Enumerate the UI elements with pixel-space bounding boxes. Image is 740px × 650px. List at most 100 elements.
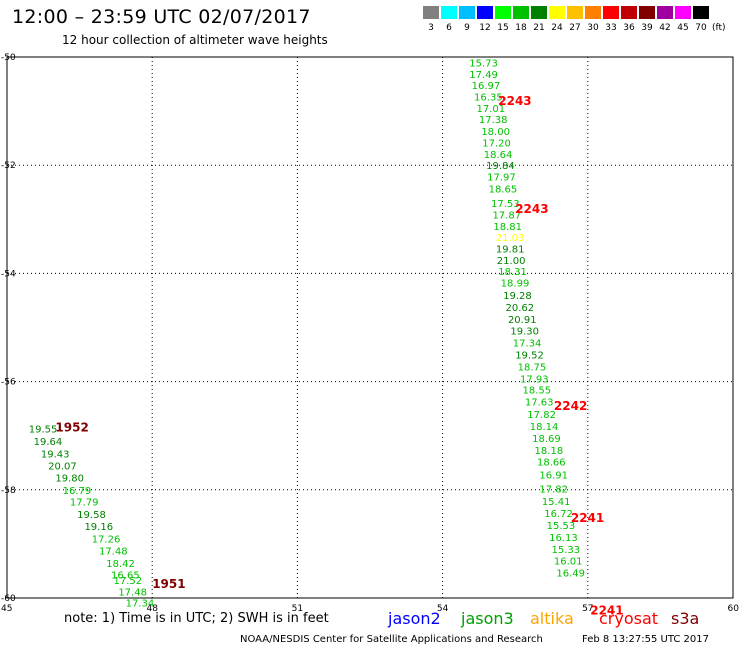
legend-label: 18 <box>515 23 527 33</box>
legend-swatch <box>459 6 475 19</box>
credit-text: NOAA/NESDIS Center for Satellite Applica… <box>240 634 543 645</box>
pass-labels: 1952 1951 2243 2243 2242 2241 2241 <box>55 94 623 618</box>
wave-height-value: 17.82 <box>539 485 568 496</box>
wave-height-value: 16.01 <box>554 557 583 568</box>
page-subtitle: 12 hour collection of altimeter wave hei… <box>62 33 328 47</box>
pass-time-label: 2241 <box>571 511 604 525</box>
wave-height-value: 16.13 <box>549 533 578 544</box>
wave-height-value: 18.69 <box>532 434 561 445</box>
longitude-tick-label: 54 <box>437 604 449 614</box>
map-grid <box>7 57 733 598</box>
wave-height-value: 21.03 <box>496 233 525 244</box>
wave-height-value: 18.14 <box>530 422 559 433</box>
wave-height-value: 16.35 <box>474 92 503 103</box>
wave-height-value: 16.49 <box>556 569 585 580</box>
legend-swatch <box>441 6 457 19</box>
legend-unit: (ft) <box>712 23 726 33</box>
legend-label: 42 <box>659 23 671 33</box>
pass-time-label: 2243 <box>515 202 548 216</box>
wave-height-value: 20.07 <box>48 461 77 472</box>
latitude-tick-label: -60 <box>1 594 16 604</box>
wave-height-value: 19.58 <box>77 510 106 521</box>
latitude-tick-label: -58 <box>1 486 16 496</box>
legend-label: 33 <box>605 23 617 33</box>
pass-time-label: 1951 <box>152 577 185 591</box>
wave-height-value: 18.64 <box>484 150 513 161</box>
legend-swatch <box>603 6 619 19</box>
legend-swatch <box>675 6 691 19</box>
latitude-labels: -50 -52 -54 -56 -58 -60 <box>1 53 16 604</box>
wave-height-value: 19.16 <box>84 522 113 533</box>
legend-label: 36 <box>623 23 635 33</box>
wave-height-value: 15.53 <box>547 521 576 532</box>
mission-label: jason3 <box>461 609 514 628</box>
wave-height-value: 17.63 <box>525 398 554 409</box>
wave-height-value: 18.66 <box>537 458 566 469</box>
latitude-tick-label: -56 <box>1 378 16 388</box>
legend-swatch <box>639 6 655 19</box>
wave-height-value: 16.91 <box>539 471 568 482</box>
wave-height-value: 18.42 <box>106 559 135 570</box>
longitude-tick-label: 51 <box>292 604 303 614</box>
legend-swatch <box>513 6 529 19</box>
wave-height-value: 17.48 <box>99 546 128 557</box>
legend-label: 24 <box>551 23 563 33</box>
wave-height-value: 19.55 <box>29 425 58 436</box>
mission-label: jason2 <box>388 609 441 628</box>
wave-height-value: 15.41 <box>542 497 571 508</box>
wave-height-value: 19.64 <box>34 437 63 448</box>
footer-note: note: 1) Time is in UTC; 2) SWH is in fe… <box>64 611 329 626</box>
legend-swatch <box>477 6 493 19</box>
legend-swatch <box>531 6 547 19</box>
longitude-labels: 45 48 51 54 57 60 <box>1 604 739 614</box>
wave-height-value: 17.01 <box>476 104 505 115</box>
wave-height-value: 15.73 <box>469 58 498 69</box>
legend-label: 30 <box>587 23 599 33</box>
wave-height-value: 17.48 <box>118 588 147 599</box>
wave-height-value: 17.97 <box>487 173 516 184</box>
wave-height-value: 16.65 <box>111 571 140 582</box>
mission-label: s3a <box>671 609 700 628</box>
legend-swatch <box>423 6 439 19</box>
wave-height-value: 15.33 <box>552 545 581 556</box>
longitude-tick-label: 45 <box>1 604 12 614</box>
legend-label: 70 <box>695 23 707 33</box>
wave-height-value: 19.84 <box>486 161 515 172</box>
legend-label: 45 <box>677 23 689 33</box>
wave-height-value: 16.97 <box>472 81 501 92</box>
wave-height-value: 20.62 <box>506 303 535 314</box>
wave-height-value: 21.00 <box>497 256 526 267</box>
wave-height-value: 18.18 <box>535 446 564 457</box>
wave-height-value: 18.55 <box>522 386 551 397</box>
wave-height-value: 17.53 <box>491 199 520 210</box>
wave-height-value: 17.49 <box>469 70 498 81</box>
wave-height-value: 19.43 <box>41 450 70 461</box>
legend-label: 3 <box>428 23 434 33</box>
wave-height-value: 17.34 <box>126 598 155 609</box>
wave-height-value: 17.20 <box>482 138 511 149</box>
legend-swatch <box>693 6 709 19</box>
latitude-tick-label: -52 <box>1 161 16 171</box>
legend-label: 12 <box>479 23 491 33</box>
legend-label: 9 <box>464 23 470 33</box>
wave-height-value: 18.81 <box>493 222 522 233</box>
legend-swatch <box>495 6 511 19</box>
legend-label: 15 <box>497 23 509 33</box>
wave-height-value: 17.79 <box>70 498 99 509</box>
legend-swatch <box>621 6 637 19</box>
generated-timestamp: Feb 8 13:27:55 UTC 2017 <box>582 634 709 645</box>
wave-height-value: 17.38 <box>479 115 508 126</box>
wave-height-value: 16.79 <box>63 486 92 497</box>
latitude-tick-label: -54 <box>1 269 16 279</box>
legend-swatch <box>567 6 583 19</box>
pass-time-label: 2243 <box>498 94 531 108</box>
page-title: 12:00 – 23:59 UTC 02/07/2017 <box>12 6 311 28</box>
wave-height-value: 19.80 <box>55 473 84 484</box>
wave-height-value: 17.26 <box>92 534 121 545</box>
longitude-tick-label: 48 <box>146 604 158 614</box>
wave-height-value: 16.72 <box>544 509 573 520</box>
wave-height-value: 20.91 <box>508 315 537 326</box>
wave-height-value: 17.52 <box>113 576 142 587</box>
